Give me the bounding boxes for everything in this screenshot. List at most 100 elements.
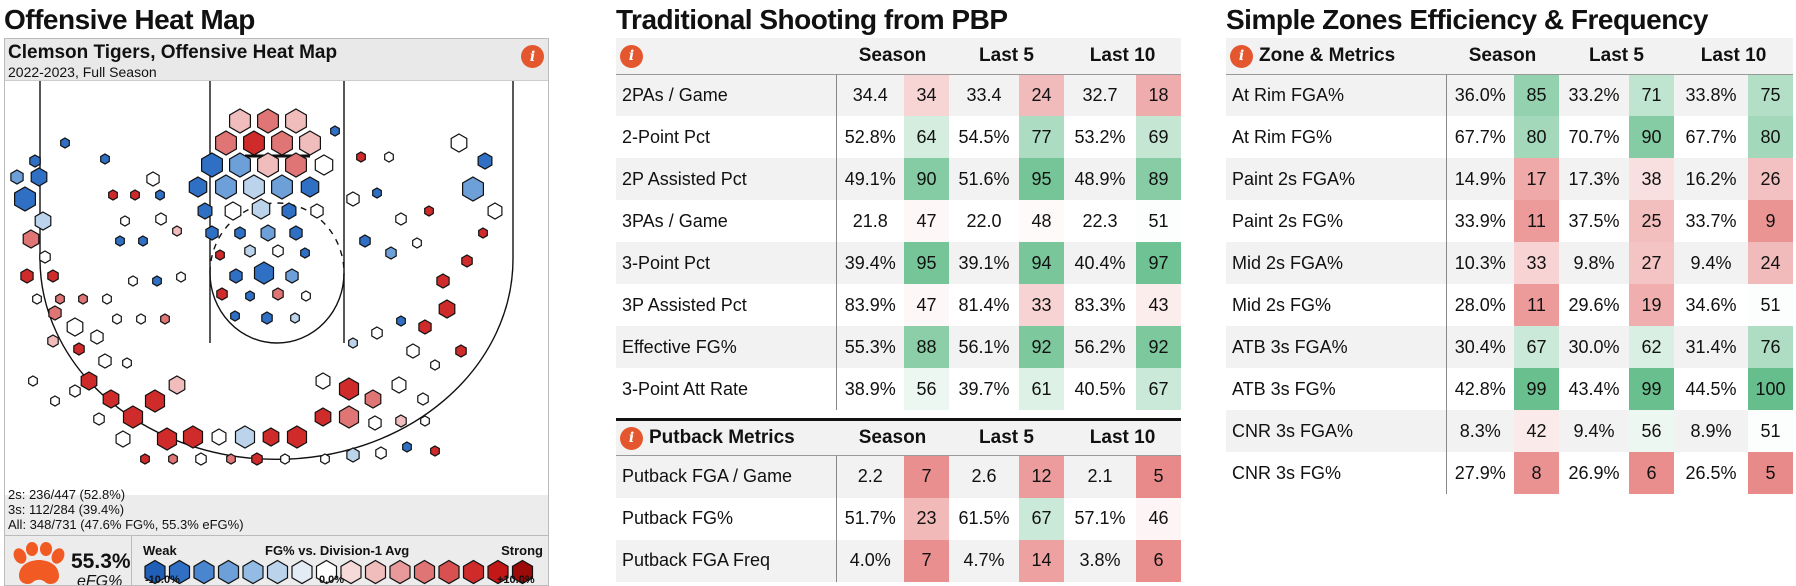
shot-hexagon	[115, 235, 125, 247]
shot-hexagon	[229, 108, 251, 134]
shot-hexagon	[487, 202, 503, 220]
season-percentile: 7	[904, 455, 949, 498]
shot-hexagon	[300, 176, 320, 198]
season-value: 49.1%	[836, 158, 904, 200]
shot-hexagon	[338, 377, 360, 401]
season-percentile: 67	[1514, 326, 1559, 368]
last-10-value: 8.9%	[1674, 410, 1749, 452]
last-10-value: 33.8%	[1674, 74, 1749, 116]
shot-hexagon	[406, 343, 420, 359]
season-percentile: 90	[904, 158, 949, 200]
table-row: Paint 2s FG% 33.9% 11 37.5% 25 33.7% 9	[1226, 200, 1794, 242]
season-percentile: 8	[1514, 452, 1559, 494]
shot-hexagon	[224, 201, 242, 221]
shot-hexagon	[80, 371, 98, 391]
last-5-value: 37.5%	[1559, 200, 1629, 242]
shot-hexagon	[391, 376, 407, 394]
shot-hexagon	[47, 269, 59, 283]
shot-hexagon	[168, 453, 178, 465]
legend-title: FG% vs. Division-1 Avg	[265, 543, 410, 558]
season-value: 67.7%	[1446, 116, 1514, 158]
legend-hexagon	[511, 559, 534, 585]
shot-hexagon	[455, 344, 467, 358]
shot-hexagon	[320, 453, 330, 465]
table-row: Putback FGA / Game 2.2 7 2.6 12 2.1 5	[616, 455, 1182, 498]
season-value: 36.0%	[1446, 74, 1514, 116]
last-5-percentile: 94	[1019, 242, 1065, 284]
zones-header: i Zone & Metrics	[1226, 38, 1446, 75]
last-5-value: 26.9%	[1559, 452, 1629, 494]
legend-hexagon	[389, 559, 411, 585]
metric-label: 3PAs / Game	[616, 200, 837, 242]
shot-hexagon	[32, 293, 42, 305]
shot-hexagon	[417, 392, 429, 406]
info-icon[interactable]: i	[620, 426, 643, 450]
last-5-value: 33.4	[949, 74, 1019, 116]
table-row: 3P Assisted Pct 83.9% 47 81.4% 33 83.3% 43	[616, 284, 1182, 326]
table-row: CNR 3s FG% 27.9% 8 26.9% 6 26.5% 5	[1226, 452, 1794, 494]
shot-hexagon	[286, 425, 308, 449]
shot-hexagon	[368, 415, 382, 431]
shot-hexagon	[98, 353, 112, 369]
shot-hexagon	[477, 152, 493, 170]
legend-hexagon	[315, 559, 338, 585]
shot-hexagon	[289, 225, 303, 241]
shot-hexagon	[215, 174, 237, 200]
shot-hexagon	[301, 290, 311, 302]
info-icon[interactable]: i	[1230, 44, 1253, 68]
metric-label: ATB 3s FG%	[1226, 368, 1447, 410]
last-5-percentile: 38	[1629, 158, 1675, 200]
last-5-value: 4.7%	[949, 539, 1019, 582]
legend-strong-label: Strong	[501, 543, 543, 558]
metric-label: Putback FGA Freq	[616, 539, 837, 582]
shot-hexagon	[285, 268, 299, 284]
shot-hexagon	[450, 133, 468, 153]
last-10-percentile: 51	[1748, 410, 1794, 452]
last-10-value: 83.3%	[1064, 284, 1137, 326]
info-icon[interactable]: i	[521, 45, 544, 68]
last-5-value: 17.3%	[1559, 158, 1629, 200]
shot-hexagon	[108, 189, 118, 201]
shot-hexagon	[348, 337, 358, 349]
shot-hexagon	[364, 389, 382, 409]
shot-hexagon	[395, 414, 407, 428]
last-5-percentile: 19	[1629, 284, 1675, 326]
shot-hexagon	[285, 152, 307, 178]
shot-hexagon	[257, 108, 279, 134]
last-10-value: 9.4%	[1674, 242, 1749, 284]
last-10-percentile: 89	[1136, 158, 1182, 200]
info-icon[interactable]: i	[620, 44, 643, 68]
table-row: Mid 2s FGA% 10.3% 33 9.8% 27 9.4% 24	[1226, 242, 1794, 284]
shot-hexagon	[39, 250, 51, 264]
last-5-percentile: 48	[1019, 200, 1065, 242]
shot-hexagon	[243, 130, 265, 156]
shot-hexagon	[314, 407, 332, 427]
shot-hexagon	[122, 357, 132, 369]
shot-hexagon	[234, 226, 246, 240]
metric-label: Putback FG%	[616, 497, 837, 540]
shot-hexagon	[156, 427, 178, 451]
metric-label: Effective FG%	[616, 326, 837, 368]
shot-hexagon	[420, 415, 430, 427]
last-5-percentile: 14	[1019, 539, 1065, 582]
shot-hexagon	[102, 293, 112, 305]
season-percentile: 17	[1514, 158, 1559, 200]
shot-hexagon	[100, 153, 110, 165]
last-10-value: 2.1	[1064, 455, 1137, 498]
shot-hexagon	[253, 261, 275, 285]
metric-label: ATB 3s FGA%	[1226, 326, 1447, 368]
season-percentile: 42	[1514, 410, 1559, 452]
season-value: 51.7%	[836, 497, 904, 540]
two-point-summary: 2s: 236/447 (52.8%)	[8, 487, 126, 502]
last-5-value: 39.1%	[949, 242, 1019, 284]
shot-hexagon	[20, 268, 34, 284]
season-value: 39.4%	[836, 242, 904, 284]
season-value: 4.0%	[836, 539, 904, 582]
last-5-percentile: 92	[1019, 326, 1065, 368]
shot-hexagon	[245, 290, 255, 302]
last-5-percentile: 25	[1629, 200, 1675, 242]
season-percentile: 33	[1514, 242, 1559, 284]
table-row: CNR 3s FGA% 8.3% 42 9.4% 56 8.9% 51	[1226, 410, 1794, 452]
last-5-percentile: 62	[1629, 326, 1675, 368]
shot-hexagon	[430, 445, 440, 457]
